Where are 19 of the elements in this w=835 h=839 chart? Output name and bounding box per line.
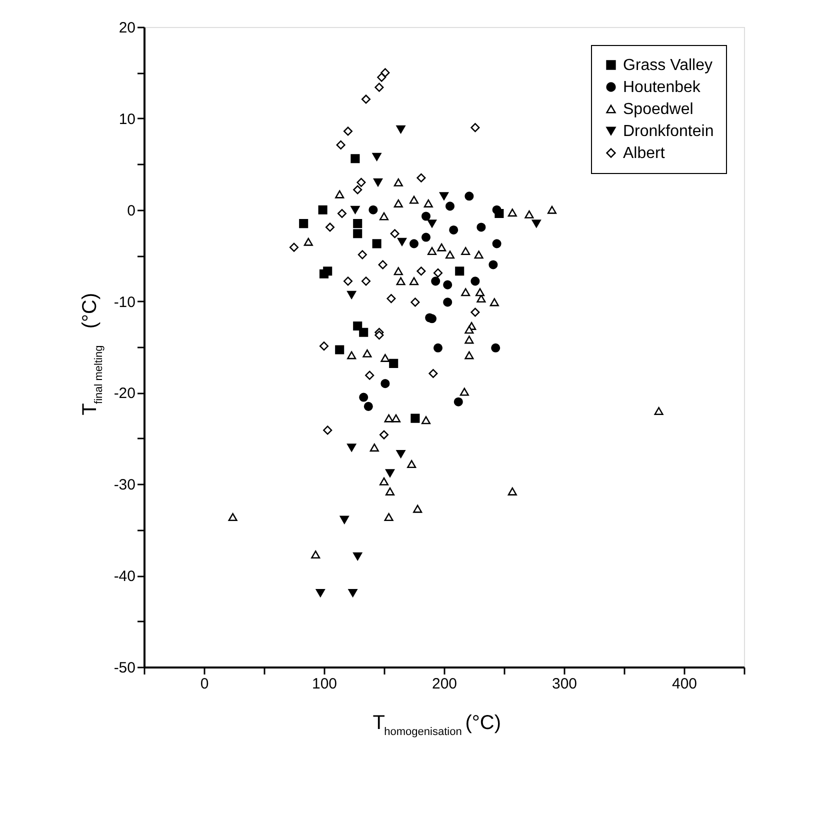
text: Tfinal melting (°C): [79, 292, 105, 416]
x-tick-label: 100: [312, 676, 338, 692]
x-tick-label: 400: [672, 676, 698, 692]
y-tick-label: 10: [118, 110, 136, 128]
y-tick-label: 20: [118, 20, 136, 36]
legend-label: Houtenbek: [623, 79, 702, 96]
x-tick-label: 200: [432, 676, 458, 692]
x-tick-label: 300: [552, 676, 578, 692]
legend-label: Dronkfontein: [623, 123, 714, 140]
legend-label: Spoedwel: [623, 101, 694, 118]
y-tick-label: -50: [114, 660, 136, 676]
y-tick-label: -10: [114, 294, 136, 311]
y-tick-label: -30: [114, 476, 136, 494]
legend-label: Grass Valley: [623, 57, 713, 74]
y-tick-label: -40: [114, 568, 136, 586]
y-tick-label: -20: [114, 385, 136, 402]
y-tick-label: 0: [127, 202, 136, 220]
legend-label: Albert: [623, 145, 666, 162]
x-tick-label: 0: [200, 676, 209, 692]
